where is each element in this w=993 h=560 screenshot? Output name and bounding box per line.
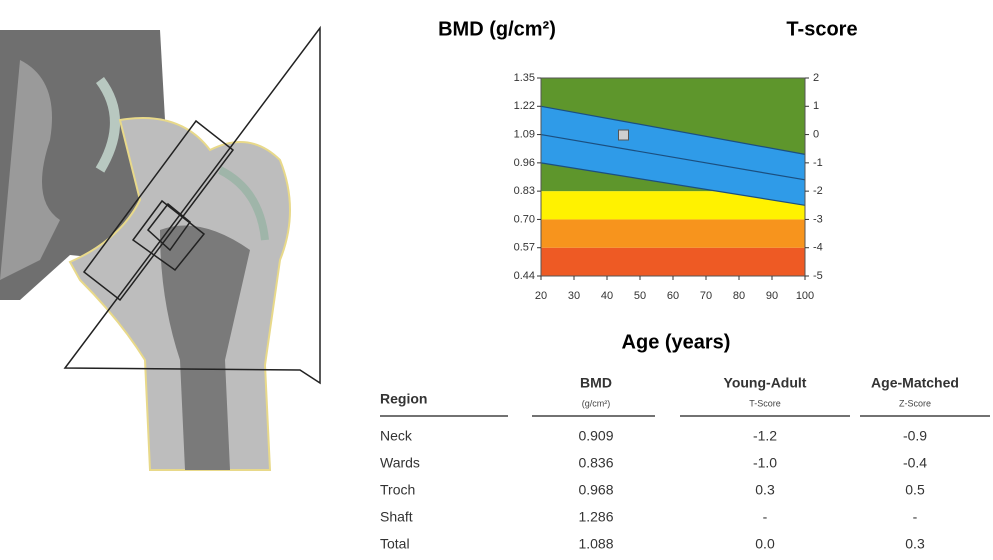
table-cell: 0.968: [578, 482, 613, 498]
x-tick-label: 60: [667, 290, 679, 302]
y2-tick-label: -2: [813, 185, 823, 197]
y-axis-title: BMD (g/cm²): [438, 18, 556, 40]
table-cell: 0.0: [755, 536, 775, 552]
bmd-chart: 0.44 0.57 0.70 0.83 0.96 1.09 1.22 1.35 -5 -4 -3 -2…: [438, 18, 857, 353]
column-header: T-Score: [749, 398, 781, 408]
hip-scan: [0, 28, 320, 470]
x-axis-title: Age (years): [622, 331, 731, 353]
table-cell: Troch: [380, 482, 415, 498]
table-cell: 0.909: [578, 428, 613, 444]
table-cell: Wards: [380, 455, 420, 471]
y2-tick-label: 0: [813, 128, 819, 140]
x-tick-label: 20: [535, 290, 547, 302]
x-tick-label: 100: [796, 290, 814, 302]
patient-marker: [619, 130, 629, 140]
y-tick-label: 1.09: [514, 128, 535, 140]
table-cell: -: [913, 509, 918, 525]
x-tick-label: 40: [601, 290, 613, 302]
x-tick-label: 30: [568, 290, 580, 302]
results-table: Region BMD (g/cm²) Young-Adult T-Score Age-Ma…: [380, 375, 990, 552]
y-tick-label: 0.44: [514, 270, 535, 282]
y2-tick-label: -4: [813, 242, 823, 254]
table-cell: 0.836: [578, 455, 613, 471]
table-cell: 0.5: [905, 482, 925, 498]
x-tick-label: 80: [733, 290, 745, 302]
y-tick-label: 1.35: [514, 72, 535, 84]
table-cell: -: [763, 509, 768, 525]
table-cell: Total: [380, 536, 410, 552]
y-tick-label: 1.22: [514, 100, 535, 112]
table-cell: -0.4: [903, 455, 927, 471]
table-cell: Neck: [380, 428, 413, 444]
column-header: Z-Score: [899, 398, 931, 408]
zone-band: [541, 248, 805, 276]
column-header: Region: [380, 391, 427, 407]
x-tick-label: 90: [766, 290, 778, 302]
column-header: (g/cm²): [582, 398, 611, 408]
y2-tick-label: 1: [813, 100, 819, 112]
table-cell: -1.2: [753, 428, 777, 444]
x-tick-label: 70: [700, 290, 712, 302]
y-tick-label: 0.70: [514, 213, 535, 225]
y2-tick-label: -5: [813, 270, 823, 282]
y-tick-label: 0.83: [514, 185, 535, 197]
table-cell: -0.9: [903, 428, 927, 444]
x-tick-label: 50: [634, 290, 646, 302]
y2-tick-label: 2: [813, 72, 819, 84]
y-tick-label: 0.57: [514, 242, 535, 254]
table-cell: Shaft: [380, 509, 413, 525]
table-cell: 1.286: [578, 509, 613, 525]
y2-axis-title: T-score: [786, 18, 857, 40]
column-header: BMD: [580, 375, 612, 391]
y2-tick-label: -1: [813, 157, 823, 169]
y-tick-label: 0.96: [514, 157, 535, 169]
table-cell: -1.0: [753, 455, 777, 471]
page: 0.440.570.700.830.961.091.221.35-5-4-3-2…: [0, 0, 993, 555]
table-cell: 1.088: [578, 536, 613, 552]
column-header: Age-Matched: [871, 375, 959, 391]
column-header: Young-Adult: [724, 375, 807, 391]
table-cell: 0.3: [905, 536, 925, 552]
table-cell: 0.3: [755, 482, 775, 498]
zone-band: [541, 219, 805, 247]
y2-tick-label: -3: [813, 213, 823, 225]
